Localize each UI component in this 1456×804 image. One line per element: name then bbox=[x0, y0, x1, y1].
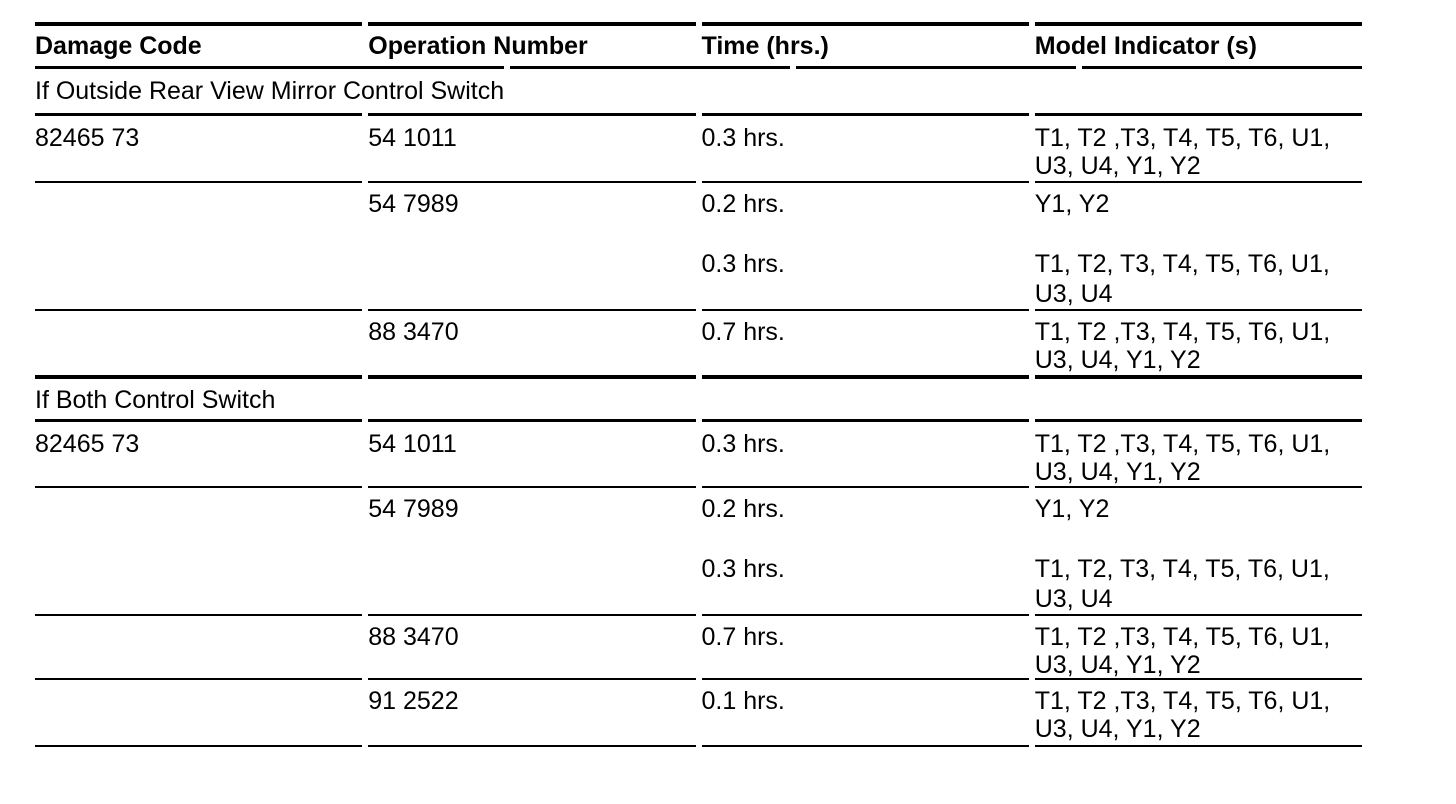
column-header-damage-code: Damage Code bbox=[35, 22, 363, 66]
damage-code-cell bbox=[35, 614, 363, 679]
section-title: If Both Control Switch bbox=[35, 375, 363, 419]
model-indicator-cell: Y1, Y2 T1, T2, T3, T4, T5, T6, U1, U3, U… bbox=[1034, 181, 1362, 309]
section-spacer-cell bbox=[701, 375, 1029, 419]
operation-number-cell: 54 1011 bbox=[368, 419, 696, 486]
operation-number-cell: 88 3470 bbox=[368, 309, 696, 375]
operation-number-cell: 54 7989 bbox=[368, 181, 696, 309]
model-indicator-cell: T1, T2 ,T3, T4, T5, T6, U1, U3, U4, Y1, … bbox=[1034, 614, 1362, 679]
table-header-row: Damage Code Operation Number Time (hrs.)… bbox=[35, 22, 1362, 66]
damage-code-cell bbox=[35, 486, 363, 614]
table-row: 88 3470 0.7 hrs. T1, T2 ,T3, T4, T5, T6,… bbox=[35, 309, 1362, 375]
model-indicator-cell: Y1, Y2 T1, T2, T3, T4, T5, T6, U1, U3, U… bbox=[1034, 486, 1362, 614]
document-page: { "colors": { "background": "#ffffff", "… bbox=[0, 22, 1456, 804]
damage-code-cell: 82465 73 bbox=[35, 113, 363, 181]
table-row: 82465 73 54 1011 0.3 hrs. T1, T2 ,T3, T4… bbox=[35, 419, 1362, 486]
table-row: 82465 73 54 1011 0.3 hrs. T1, T2 ,T3, T4… bbox=[35, 113, 1362, 181]
column-header-time: Time (hrs.) bbox=[701, 22, 1029, 66]
model-indicator-cell: T1, T2 ,T3, T4, T5, T6, U1, U3, U4, Y1, … bbox=[1034, 419, 1362, 486]
operation-number-cell: 54 7989 bbox=[368, 486, 696, 614]
section-spacer-cell bbox=[796, 66, 1077, 113]
model-indicator-cell: T1, T2 ,T3, T4, T5, T6, U1, U3, U4, Y1, … bbox=[1034, 678, 1362, 745]
damage-code-cell bbox=[35, 678, 363, 745]
time-cell: 0.1 hrs. bbox=[701, 678, 1029, 745]
model-indicator-cell: T1, T2 ,T3, T4, T5, T6, U1, U3, U4, Y1, … bbox=[1034, 113, 1362, 181]
damage-code-cell bbox=[35, 309, 363, 375]
damage-code-table: Damage Code Operation Number Time (hrs.)… bbox=[35, 22, 1362, 747]
section-spacer-cell bbox=[1034, 375, 1362, 419]
section-title: If Outside Rear View Mirror Control Swit… bbox=[35, 66, 505, 113]
time-cell: 0.7 hrs. bbox=[701, 309, 1029, 375]
table-row: 54 7989 0.2 hrs. 0.3 hrs. Y1, Y2 T1, T2,… bbox=[35, 486, 1362, 614]
section-spacer-cell bbox=[510, 66, 791, 113]
operation-number-cell: 54 1011 bbox=[368, 113, 696, 181]
time-cell: 0.2 hrs. 0.3 hrs. bbox=[701, 181, 1029, 309]
time-cell: 0.3 hrs. bbox=[701, 113, 1029, 181]
time-cell: 0.2 hrs. 0.3 hrs. bbox=[701, 486, 1029, 614]
model-indicator-cell: T1, T2 ,T3, T4, T5, T6, U1, U3, U4, Y1, … bbox=[1034, 309, 1362, 375]
rule-segment bbox=[368, 745, 696, 747]
rule-segment bbox=[701, 745, 1029, 747]
damage-code-cell: 82465 73 bbox=[35, 419, 363, 486]
section-header-outside-rear-view-mirror: If Outside Rear View Mirror Control Swit… bbox=[35, 66, 1362, 113]
operation-number-cell: 88 3470 bbox=[368, 614, 696, 679]
table-row: 54 7989 0.2 hrs. 0.3 hrs. Y1, Y2 T1, T2,… bbox=[35, 181, 1362, 309]
table-row: 88 3470 0.7 hrs. T1, T2 ,T3, T4, T5, T6,… bbox=[35, 614, 1362, 679]
section-spacer-cell bbox=[1082, 66, 1362, 113]
section-spacer-cell bbox=[368, 375, 696, 419]
rule-segment bbox=[35, 745, 363, 747]
operation-number-cell: 91 2522 bbox=[368, 678, 696, 745]
time-cell: 0.7 hrs. bbox=[701, 614, 1029, 679]
table-row: 91 2522 0.1 hrs. T1, T2 ,T3, T4, T5, T6,… bbox=[35, 678, 1362, 745]
rule-segment bbox=[1034, 745, 1362, 747]
damage-code-cell bbox=[35, 181, 363, 309]
section-header-both-control-switch: If Both Control Switch bbox=[35, 375, 1362, 419]
time-cell: 0.3 hrs. bbox=[701, 419, 1029, 486]
column-header-model-indicator: Model Indicator (s) bbox=[1034, 22, 1362, 66]
column-header-operation-number: Operation Number bbox=[368, 22, 696, 66]
